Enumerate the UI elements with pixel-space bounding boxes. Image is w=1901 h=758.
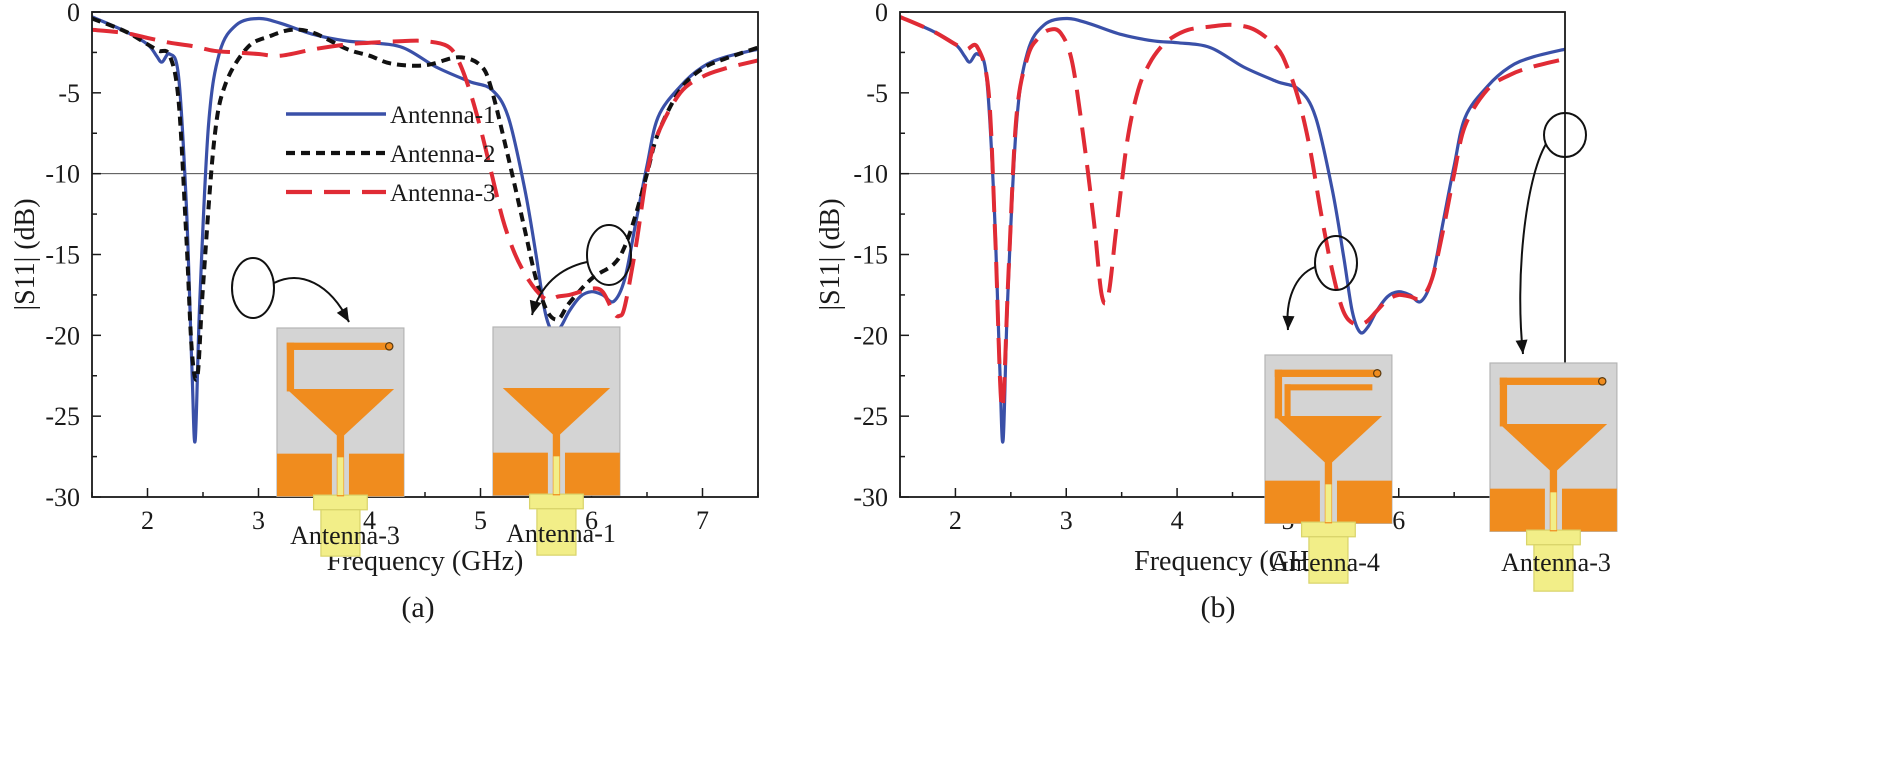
x-tick-label: 4: [1171, 506, 1184, 535]
annotation-circle: [1543, 112, 1587, 158]
inset-ground-left: [1265, 480, 1320, 524]
inset-patch: [1274, 416, 1383, 463]
inset-patch: [1499, 424, 1608, 471]
panel-caption: (b): [1201, 591, 1236, 624]
inset-feed-pin: [1325, 484, 1332, 523]
axes-frame: [91, 11, 759, 498]
inset-ground-right: [348, 453, 404, 497]
inset-ground-left: [277, 453, 332, 497]
x-tick-label: 3: [252, 506, 265, 535]
inset-patch: [286, 389, 395, 436]
x-tick-label: 2: [141, 506, 154, 535]
inset-ground-right: [1336, 480, 1392, 524]
inset-feed-pin: [1550, 492, 1557, 531]
y-axis-label: |S11| (dB): [815, 198, 846, 310]
inset-label: Antenna-3: [1501, 548, 1611, 577]
x-tick-label: 7: [696, 506, 709, 535]
inset-arm-top: [1274, 369, 1378, 377]
x-tick-label: 6: [585, 506, 598, 535]
inset-ground-left: [1490, 488, 1545, 532]
inset-feed-pin: [553, 456, 560, 495]
annotation-arrow: [1519, 143, 1547, 355]
inset-ground-left: [493, 452, 548, 496]
y-tick-label: -5: [866, 79, 888, 108]
inset-connector-flange: [312, 494, 368, 511]
inset-connector-body: [1533, 544, 1574, 592]
inset-label: Antenna-4: [1270, 548, 1380, 577]
y-tick-label: -15: [853, 241, 888, 270]
y-tick-label: -25: [45, 402, 80, 431]
x-tick-label: 3: [1060, 506, 1073, 535]
x-tick-label: 4: [363, 506, 376, 535]
inset-connector-body: [1308, 536, 1349, 584]
inset-arm-inner-top: [1284, 384, 1373, 391]
inset-connector-flange: [1300, 521, 1356, 538]
inset-label: Antenna-1: [506, 519, 616, 548]
y-tick-label: -30: [45, 483, 80, 512]
inset-connector-body: [536, 508, 577, 556]
series-line-antenna-1: [92, 15, 758, 444]
y-tick-label: 0: [67, 0, 80, 27]
y-tick-label: -25: [853, 402, 888, 431]
inset-ground-right: [564, 452, 620, 496]
legend-label: Antenna-2: [390, 141, 496, 168]
annotations: Antenna-4 Antenna-3: [1264, 112, 1618, 592]
antenna-inset: [276, 327, 405, 557]
series-line-antenna-3: [92, 27, 758, 319]
annotation-arrow: [273, 277, 350, 323]
antenna-inset: [1489, 362, 1618, 592]
x-tick-label: 5: [474, 506, 487, 535]
annotations: Antenna-3 Antenna-1: [231, 224, 632, 557]
y-axis-label: |S11| (dB): [10, 198, 41, 310]
series-line-antenna-4: [900, 15, 1565, 411]
x-tick-label: 6: [1392, 506, 1405, 535]
y-tick-label: -15: [45, 241, 80, 270]
panel-caption: (a): [401, 591, 434, 624]
arrow-head: [1515, 339, 1528, 354]
inset-patch: [502, 388, 611, 435]
y-tick-label: -10: [853, 160, 888, 189]
inset-connector-flange: [1525, 529, 1581, 546]
inset-arm-side: [286, 342, 295, 392]
inset-feed-pin: [337, 457, 344, 496]
antenna-inset: [492, 326, 621, 556]
inset-arm-side: [1499, 377, 1508, 427]
y-tick-label: -20: [853, 321, 888, 350]
inset-via: [1372, 369, 1382, 378]
arrow-head: [529, 299, 542, 315]
inset-via: [384, 342, 394, 351]
legend-label: Antenna-1: [390, 102, 496, 129]
antenna-inset: [1264, 354, 1393, 584]
inset-connector-flange: [528, 493, 584, 510]
axes-frame: [899, 11, 1566, 498]
inset-label: Antenna-3: [290, 521, 400, 550]
legend: Antenna-1 Antenna-2 Antenna-3: [286, 102, 496, 207]
y-tick-label: -5: [58, 79, 80, 108]
inset-ground-right: [1561, 488, 1617, 532]
annotation-circle: [231, 257, 275, 319]
y-tick-label: -10: [45, 160, 80, 189]
annotation-circle: [1314, 235, 1358, 291]
series-group: [92, 15, 758, 444]
arrow-head: [336, 306, 349, 322]
annotation-circle: [586, 224, 632, 286]
legend-label: Antenna-3: [390, 180, 496, 207]
inset-arm-inner-side: [1284, 384, 1291, 419]
y-tick-label: 0: [875, 0, 888, 27]
x-axis-label: Frequency (GHz): [1134, 546, 1331, 577]
y-tick-label: -20: [45, 321, 80, 350]
series-line-antenna-2: [92, 16, 758, 382]
arrow-head: [1282, 315, 1295, 330]
y-tick-label: -30: [853, 483, 888, 512]
series-group: [900, 15, 1565, 444]
inset-arm-top: [286, 342, 390, 350]
x-tick-label: 2: [949, 506, 962, 535]
inset-connector-body: [320, 509, 361, 557]
inset-arm-top: [1499, 377, 1603, 385]
inset-arm-side: [1274, 369, 1283, 419]
inset-via: [1597, 377, 1607, 386]
